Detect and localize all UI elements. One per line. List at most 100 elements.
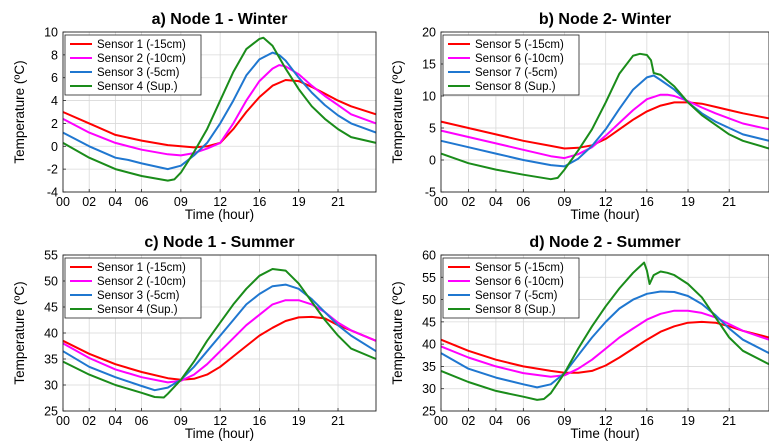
x-tick-label: 12 — [599, 195, 613, 209]
x-tick-label: 21 — [331, 414, 345, 428]
x-tick-label: 12 — [213, 195, 227, 209]
x-tick-label: 19 — [292, 195, 306, 209]
x-tick-label: 02 — [82, 414, 96, 428]
x-tick-label: 06 — [135, 195, 149, 209]
x-axis-label: Time (hour) — [570, 426, 639, 441]
y-tick-label: 50 — [44, 275, 58, 289]
x-axis-label: Time (hour) — [185, 207, 254, 222]
axes-frame — [62, 31, 377, 193]
axes-frame — [440, 31, 769, 193]
series-line-0 — [440, 101, 769, 150]
series-line-0 — [440, 320, 769, 374]
y-tick-label: 40 — [422, 338, 436, 352]
x-tick-label: 09 — [174, 414, 188, 428]
y-axis-label: Temperature (ºC) — [12, 60, 27, 163]
x-tick-label: 19 — [292, 414, 306, 428]
y-tick-label: 0 — [51, 140, 58, 154]
legend-entry: Sensor 3 (-5cm) — [97, 67, 180, 79]
series-line-3 — [440, 261, 769, 401]
x-tick-label: 04 — [108, 195, 122, 209]
series-line-3 — [440, 52, 769, 181]
legend-entry: Sensor 7 (-5cm) — [475, 67, 558, 79]
x-axis-label: Time (hour) — [185, 426, 254, 441]
series-line-1 — [62, 64, 377, 157]
legend-entry: Sensor 4 (Sup.) — [97, 304, 178, 316]
x-tick-label: 21 — [722, 414, 736, 428]
legend-entry: Sensor 6 (-10cm) — [475, 53, 564, 65]
y-tick-label: 35 — [44, 353, 58, 367]
legend-entry: Sensor 8 (Sup.) — [475, 81, 556, 93]
x-tick-label: 16 — [640, 195, 654, 209]
y-tick-label: 45 — [422, 315, 436, 329]
y-tick-label: -4 — [47, 186, 58, 200]
y-tick-label: 25 — [44, 405, 58, 419]
x-axis-label: Time (hour) — [570, 207, 639, 222]
chart-title: c) Node 1 - Summer — [144, 234, 294, 251]
x-tick-label: 09 — [174, 195, 188, 209]
legend-entry: Sensor 2 (-10cm) — [97, 276, 186, 288]
y-tick-label: 0 — [429, 154, 436, 168]
y-tick-label: 50 — [422, 293, 436, 307]
y-tick-label: 6 — [51, 71, 58, 85]
x-tick-label: 16 — [640, 414, 654, 428]
x-tick-label: 21 — [331, 195, 345, 209]
x-tick-label: 00 — [434, 414, 448, 428]
series-line-3 — [62, 36, 377, 182]
chart-title: a) Node 1 - Winter — [152, 11, 288, 28]
x-tick-label: 09 — [558, 414, 572, 428]
x-tick-label: 04 — [108, 414, 122, 428]
y-tick-label: 8 — [51, 48, 58, 62]
x-tick-label: 02 — [461, 195, 475, 209]
legend-entry: Sensor 3 (-5cm) — [97, 290, 180, 302]
y-tick-label: 10 — [44, 26, 58, 40]
y-tick-label: 15 — [422, 58, 436, 72]
y-tick-label: 5 — [429, 122, 436, 136]
legend-entry: Sensor 1 (-15cm) — [97, 39, 186, 51]
y-tick-label: 25 — [422, 405, 436, 419]
axes-frame — [440, 254, 769, 412]
y-tick-label: 10 — [422, 90, 436, 104]
legend-entry: Sensor 7 (-5cm) — [475, 290, 558, 302]
x-tick-label: 00 — [434, 195, 448, 209]
x-tick-label: 12 — [213, 414, 227, 428]
x-tick-label: 00 — [56, 414, 70, 428]
y-axis-label: Temperature (ºC) — [390, 281, 405, 384]
y-tick-label: 20 — [422, 26, 436, 40]
y-tick-label: 35 — [422, 360, 436, 374]
chart-panel-2: 00 02 04 06 09 12 16 19 21 25 30 35 40 45 50 55 c) Node … — [12, 234, 377, 441]
x-tick-label: 19 — [681, 195, 695, 209]
x-tick-label: 16 — [252, 414, 266, 428]
y-tick-label: 30 — [44, 379, 58, 393]
series-line-3 — [62, 268, 377, 399]
series-line-1 — [440, 93, 769, 160]
chart-panel-1: 00 02 04 06 09 12 16 19 21 -5 0 5 10 15 20 b) Node 2- W… — [390, 11, 769, 222]
y-tick-label: -5 — [425, 186, 436, 200]
x-tick-label: 09 — [558, 195, 572, 209]
x-tick-label: 21 — [722, 195, 736, 209]
x-tick-label: 02 — [82, 195, 96, 209]
chart-panel-3: 00 02 04 06 09 12 16 19 21 25 30 35 40 45 50 55 60 d) Nod… — [390, 234, 769, 441]
series-line-1 — [440, 309, 769, 378]
legend-entry: Sensor 5 (-15cm) — [475, 262, 564, 274]
x-tick-label: 19 — [681, 414, 695, 428]
series-line-2 — [62, 51, 377, 171]
series-line-2 — [62, 283, 377, 392]
x-tick-label: 04 — [489, 414, 503, 428]
legend-entry: Sensor 1 (-15cm) — [97, 262, 186, 274]
y-tick-label: 55 — [422, 271, 436, 285]
y-tick-label: 55 — [44, 249, 58, 263]
series-line-2 — [440, 74, 769, 168]
x-tick-label: 04 — [489, 195, 503, 209]
y-tick-label: 40 — [44, 327, 58, 341]
legend-entry: Sensor 6 (-10cm) — [475, 276, 564, 288]
x-tick-label: 06 — [135, 414, 149, 428]
x-tick-label: 12 — [599, 414, 613, 428]
y-tick-label: -2 — [47, 163, 58, 177]
x-tick-label: 16 — [252, 195, 266, 209]
y-axis-label: Temperature (ºC) — [12, 281, 27, 384]
chart-title: b) Node 2- Winter — [539, 11, 671, 28]
x-tick-label: 06 — [516, 195, 530, 209]
legend-entry: Sensor 5 (-15cm) — [475, 39, 564, 51]
